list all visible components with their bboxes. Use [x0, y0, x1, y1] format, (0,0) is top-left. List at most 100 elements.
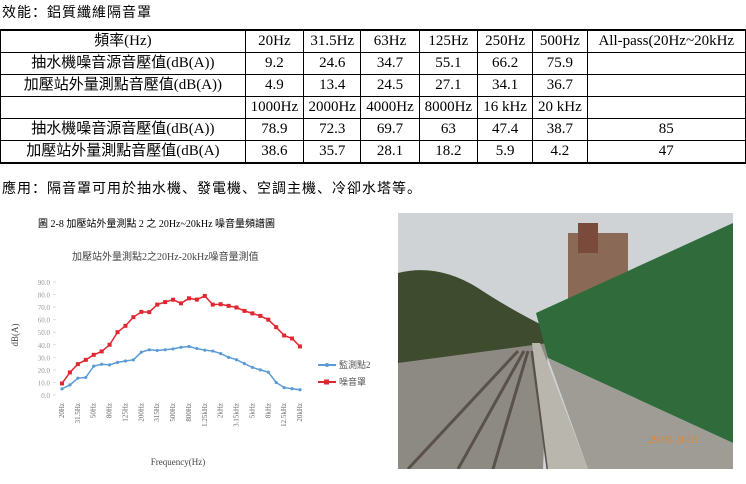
figure-caption: 圖 2-8 加壓站外量測點 2 之 20Hz~20kHz 噪音量頻譜圖	[38, 217, 275, 230]
table-cell: 27.1	[418, 74, 478, 97]
table-cell: 抽水機噪音源音壓值(dB(A))	[0, 52, 246, 75]
y-tick-label: 0.0	[41, 392, 50, 400]
data-point	[92, 364, 96, 368]
data-point	[100, 362, 104, 366]
table-cell: 加壓站外量測點音壓值(dB(A))	[0, 74, 246, 97]
table-cell: 34.7	[360, 52, 420, 75]
data-point	[155, 348, 159, 353]
table-cell: 2000Hz	[303, 96, 362, 119]
data-point	[83, 357, 88, 362]
table-cell: 抽水機噪音源音壓值(dB(A))	[0, 118, 246, 141]
x-tick-label: 800Hz	[185, 403, 193, 422]
data-point	[139, 309, 144, 314]
table-cell: 38.7	[532, 118, 588, 141]
data-point	[84, 375, 88, 380]
data-point	[234, 305, 239, 310]
table-row: 1000Hz 2000Hz 4000Hz 8000Hz 16 kHz 20 kHz	[0, 96, 746, 119]
x-tick-label: 8kHz	[264, 403, 272, 418]
data-point	[179, 301, 183, 306]
trees	[398, 270, 548, 363]
table-cell: 72.3	[303, 118, 362, 141]
table-cell	[586, 52, 746, 75]
data-point	[194, 297, 199, 302]
data-point	[108, 363, 112, 367]
table-cell: 36.7	[532, 74, 588, 97]
data-point	[290, 336, 295, 341]
table-cell: 63Hz	[360, 29, 420, 53]
table-cell: 63	[418, 118, 478, 141]
x-tick-label: 20Hz	[58, 403, 66, 418]
table-cell: 47	[586, 140, 746, 164]
data-point	[163, 300, 168, 305]
data-point	[227, 355, 231, 359]
data-point	[171, 297, 176, 302]
table-cell: 31.5Hz	[303, 29, 362, 53]
x-tick-label: 315Hz	[153, 403, 161, 422]
data-point	[298, 344, 302, 349]
data-point	[266, 317, 271, 322]
x-axis-label: Frequency(Hz)	[151, 457, 205, 467]
x-tick-label: 5kHz	[248, 403, 256, 418]
table-cell: 35.7	[303, 140, 362, 164]
data-point	[290, 387, 294, 391]
table-cell: 28.1	[360, 140, 420, 164]
x-tick-label: 80Hz	[106, 403, 114, 418]
y-tick-label: 40.0	[38, 342, 51, 350]
rails	[406, 349, 550, 469]
x-tick-label: 3.15kHz	[233, 403, 241, 427]
table-cell: 5.9	[476, 140, 534, 164]
data-point	[250, 365, 254, 369]
table-cell: 24.6	[303, 52, 362, 75]
y-tick-label: 90.0	[38, 279, 51, 287]
table-row: 加壓站外量測點音壓值(dB(A)) 4.9 13.4 24.5 27.1 34.1 36.7	[0, 74, 746, 97]
legend-label: 監測點2	[339, 359, 371, 370]
data-point	[258, 368, 262, 372]
data-point	[139, 350, 143, 354]
table-cell: 55.1	[418, 52, 478, 75]
barrier-base	[548, 358, 733, 469]
data-point	[266, 370, 270, 374]
data-point	[147, 310, 152, 315]
table-cell: 4.9	[244, 74, 305, 97]
data-point	[155, 302, 160, 307]
table-cell: 18.2	[418, 140, 478, 164]
data-point	[163, 348, 167, 352]
table-cell	[0, 96, 246, 119]
data-point	[60, 381, 64, 386]
table-cell: 4.2	[532, 140, 588, 164]
table-cell: 69.7	[360, 118, 420, 141]
data-point	[107, 342, 112, 347]
data-point	[258, 313, 263, 318]
chart-title: 加壓站外量測點2之20Hz-20kHz噪音量測值	[72, 250, 259, 263]
x-tick-label: 200Hz	[137, 403, 145, 422]
heading: 效能：鋁質纖維隔音罩	[2, 6, 152, 21]
table-cell	[586, 96, 746, 119]
x-tick-label: 500Hz	[169, 403, 177, 422]
table-row: 抽水機噪音源音壓值(dB(A)) 78.9 72.3 69.7 63 47.4 38.7 85	[0, 118, 746, 141]
data-point	[282, 333, 287, 338]
y-tick-label: 20.0	[38, 367, 51, 375]
data-point	[187, 344, 191, 349]
y-tick-label: 10.0	[38, 379, 51, 387]
data-point	[75, 362, 80, 367]
data-point	[123, 359, 128, 363]
table-cell: 47.4	[476, 118, 534, 141]
data-point	[68, 383, 72, 387]
data-point	[218, 302, 223, 307]
table-cell: 85	[586, 118, 746, 141]
legend-marker	[325, 363, 329, 367]
table-cell: 250Hz	[476, 29, 534, 53]
data-point	[242, 362, 247, 366]
x-tick-label: 50Hz	[90, 403, 98, 418]
x-tick-label: 12.5kHz	[280, 403, 288, 427]
legend-label: 噪音罩	[339, 376, 366, 387]
data-point	[123, 323, 128, 328]
data-point	[60, 387, 64, 391]
data-point	[202, 293, 207, 298]
data-point	[131, 315, 136, 320]
data-point	[298, 388, 302, 392]
table-cell: 78.9	[244, 118, 305, 141]
application-note: 應用：隔音罩可用於抽水機、發電機、空調主機、冷卻水塔等。	[2, 182, 422, 197]
legend-marker	[324, 379, 329, 385]
x-tick-label: 2kHz	[217, 403, 225, 418]
